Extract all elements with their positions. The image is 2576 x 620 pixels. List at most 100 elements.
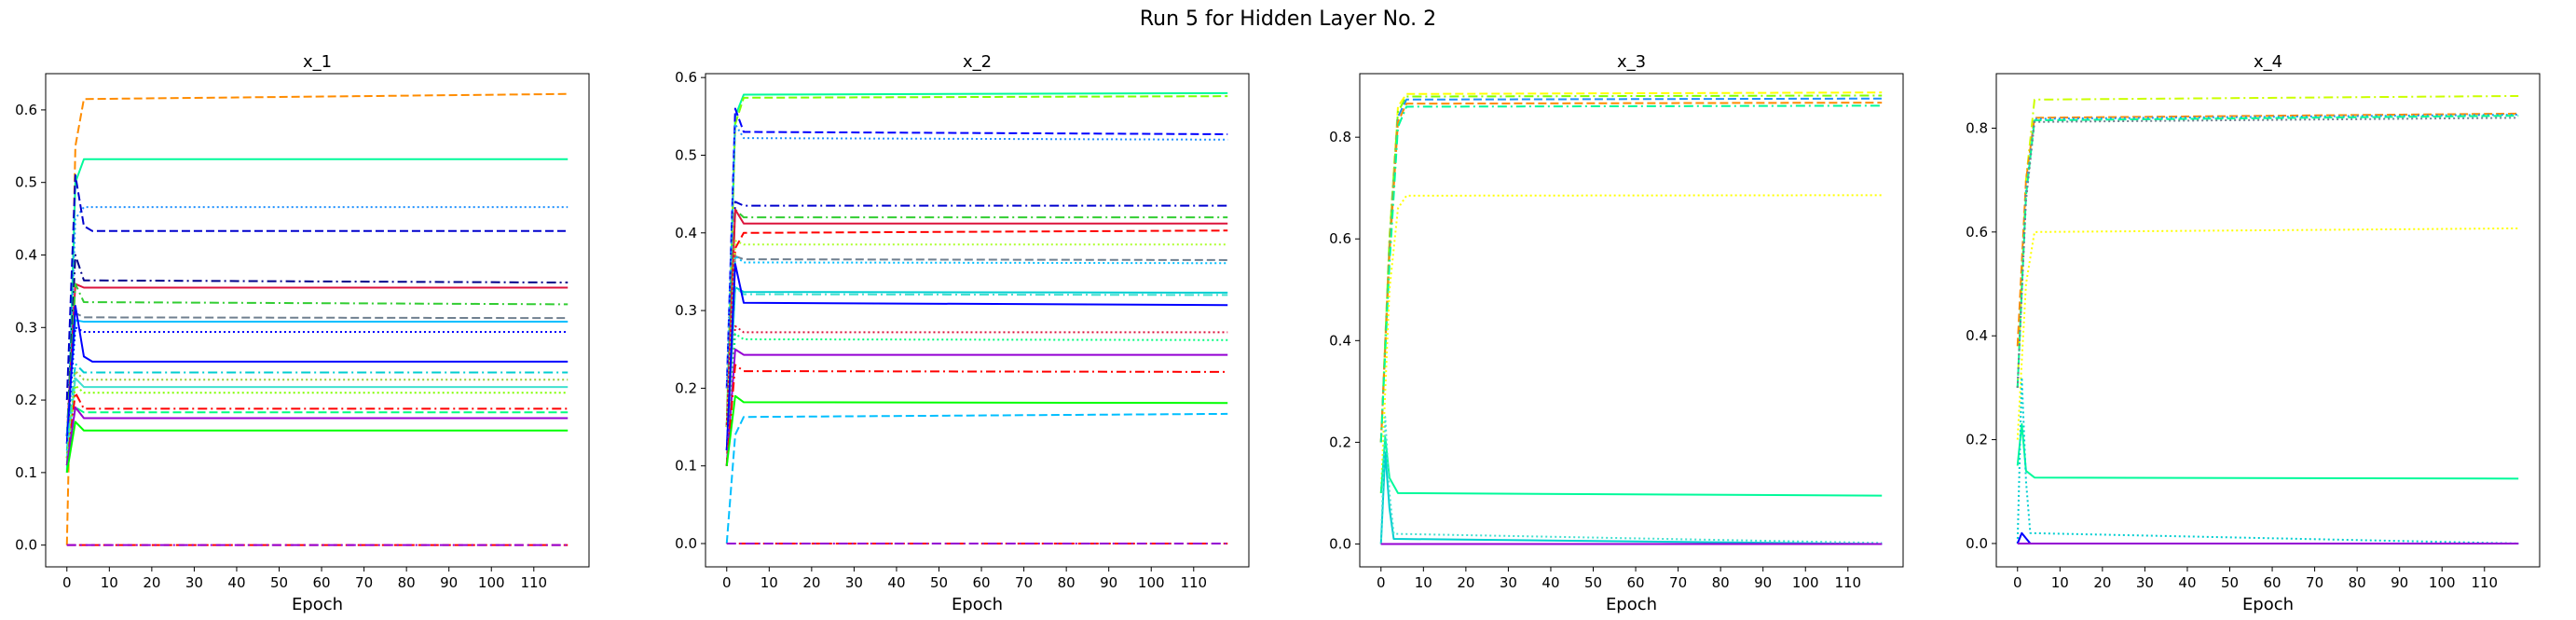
- series-line-13: [725, 286, 1228, 451]
- y-tick-label: 0.6: [1329, 230, 1351, 247]
- series-line-9: [725, 240, 1228, 428]
- series-line-7: [725, 208, 1228, 428]
- series-line-8: [1379, 451, 1883, 545]
- series-line-1: [1379, 91, 1883, 443]
- subplot-title: x_3: [1617, 52, 1646, 72]
- x-tick-label: 70: [1669, 574, 1687, 591]
- series-line-2: [725, 95, 1228, 428]
- y-tick-label: 0.2: [1329, 434, 1351, 450]
- x-tick-label: 40: [2178, 574, 2196, 591]
- x-tick-label: 70: [2306, 574, 2323, 591]
- axes-frame: [705, 73, 1250, 568]
- x-tick-label: 100: [2429, 574, 2456, 591]
- x-tick-label: 40: [887, 574, 905, 591]
- x-tick-label: 20: [802, 574, 820, 591]
- x-tick-label: 40: [227, 574, 245, 591]
- x-tick-label: 40: [1541, 574, 1559, 591]
- series-line-8: [2016, 376, 2519, 544]
- x-tick-label: 90: [440, 574, 458, 591]
- x-tick-label: 10: [1415, 574, 1432, 591]
- series-group: [1379, 91, 1883, 545]
- series-line-6: [2016, 227, 2519, 440]
- subplot-title: x_1: [303, 52, 332, 72]
- x-tick-label: 30: [845, 574, 863, 591]
- x-axis-label: Epoch: [1606, 595, 1657, 614]
- subplot-title: x_4: [2254, 52, 2282, 72]
- series-line-4: [2016, 115, 2519, 388]
- y-tick-label: 0.0: [1966, 535, 1988, 552]
- series-line-5: [1379, 104, 1883, 443]
- series-line-10: [725, 255, 1228, 451]
- x-tick-label: 60: [313, 574, 331, 591]
- y-tick-label: 0.8: [1329, 129, 1351, 145]
- series-group: [2016, 94, 2519, 544]
- y-tick-label: 0.4: [15, 246, 37, 263]
- subplot-1: 0 10 20 30 40 50 60 70 80 90 100 110 0.0 0.1 0.2 0.3 0.4…: [15, 52, 590, 614]
- series-line-9: [1379, 416, 1883, 544]
- x-tick-label: 30: [2136, 574, 2154, 591]
- series-line-18: [65, 406, 569, 466]
- series-line-13: [65, 369, 569, 459]
- x-tick-label: 80: [2349, 574, 2366, 591]
- series-line-11: [725, 255, 1228, 451]
- x-tick-label: 20: [2093, 574, 2111, 591]
- series-line-7: [65, 282, 569, 437]
- subplot-title: x_2: [963, 52, 992, 72]
- series-line-2: [1379, 94, 1883, 443]
- x-tick-label: 100: [1792, 574, 1819, 591]
- x-tick-label: 50: [270, 574, 288, 591]
- axes-frame: [45, 73, 590, 568]
- y-tick-label: 0.2: [1966, 432, 1988, 448]
- y-tick-label: 0.3: [15, 319, 37, 336]
- x-tick-label: 70: [355, 574, 373, 591]
- y-tick-label: 0.1: [675, 458, 697, 475]
- x-tick-label: 0: [1377, 574, 1386, 591]
- series-line-18: [725, 364, 1228, 466]
- series-line-7: [1379, 435, 1883, 497]
- series-line-17: [65, 406, 569, 466]
- x-tick-label: 110: [2471, 574, 2498, 591]
- x-axis-label: Epoch: [2242, 595, 2294, 614]
- x-tick-label: 50: [2221, 574, 2239, 591]
- series-line-1: [65, 92, 569, 545]
- x-tick-label: 50: [1584, 574, 1602, 591]
- x-tick-label: 90: [1754, 574, 1772, 591]
- series-line-4: [65, 173, 569, 401]
- x-tick-label: 0: [2013, 574, 2022, 591]
- axes-frame: [1995, 73, 2541, 568]
- series-line-10: [65, 326, 569, 444]
- series-line-6: [65, 282, 569, 437]
- x-tick-label: 0: [722, 574, 732, 591]
- series-line-12: [65, 363, 569, 451]
- y-tick-label: 0.0: [675, 535, 697, 552]
- x-tick-label: 80: [1712, 574, 1730, 591]
- x-tick-label: 10: [2051, 574, 2069, 591]
- series-line-14: [65, 377, 569, 459]
- y-tick-label: 0.3: [675, 302, 697, 319]
- y-tick-label: 0.4: [675, 225, 697, 241]
- y-tick-label: 0.4: [1966, 327, 1988, 344]
- subplot-2: 0 10 20 30 40 50 60 70 80 90 100 110 0.0 0.1 0.2 0.3 0.4…: [675, 52, 1250, 614]
- series-line-19: [65, 420, 569, 474]
- series-group: [65, 92, 569, 546]
- x-axis-label: Epoch: [952, 595, 1003, 614]
- series-line-20: [725, 412, 1228, 544]
- x-tick-label: 30: [185, 574, 203, 591]
- series-line-15: [65, 384, 569, 459]
- axes-frame: [1359, 73, 1904, 568]
- x-tick-label: 20: [1457, 574, 1474, 591]
- y-tick-label: 0.6: [15, 102, 37, 118]
- x-tick-label: 10: [760, 574, 778, 591]
- series-line-16: [725, 333, 1228, 466]
- subplot-3: 0 10 20 30 40 50 60 70 80 90 100 110 0.0 0.2 0.4 0.6 0.8…: [1329, 52, 1904, 614]
- series-line-6: [1379, 194, 1883, 493]
- y-tick-label: 0.0: [1329, 535, 1351, 552]
- y-tick-label: 0.6: [1966, 224, 1988, 241]
- x-tick-label: 80: [398, 574, 416, 591]
- series-line-7: [2016, 422, 2519, 480]
- y-tick-label: 0.4: [1329, 332, 1351, 349]
- y-tick-label: 0.5: [15, 174, 37, 191]
- y-tick-label: 0.5: [675, 146, 697, 163]
- series-line-3: [725, 107, 1228, 389]
